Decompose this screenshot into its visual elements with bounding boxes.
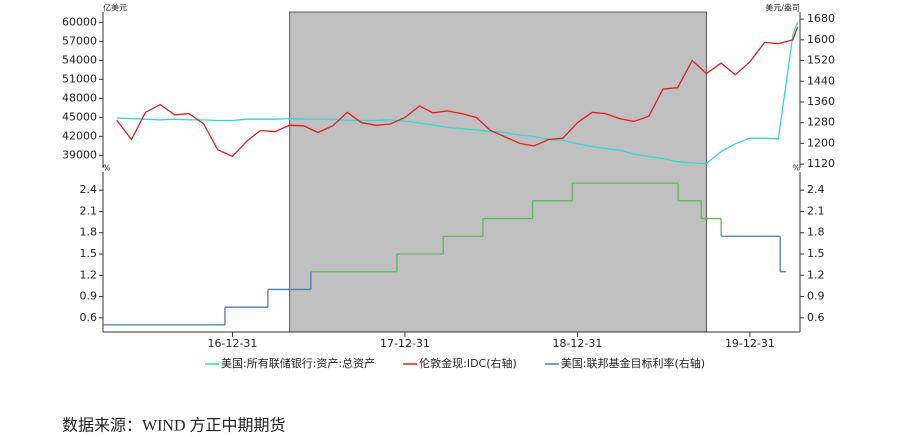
y2-tick-label: 1520 xyxy=(807,54,835,67)
plot-area xyxy=(116,22,799,165)
legend-label: 美国:联邦基金目标利率(右轴) xyxy=(561,356,705,370)
y-tick-label: 42000 xyxy=(62,129,97,142)
y-tick-label: 1.2 xyxy=(80,268,98,281)
y-axis-unit: % xyxy=(103,164,111,173)
y2-tick-label: 1120 xyxy=(807,157,835,170)
y-tick-label: 60000 xyxy=(62,15,97,28)
x-tick-label: 18-12-31 xyxy=(552,337,602,350)
series-line xyxy=(116,26,799,158)
y2-tick-label: 1600 xyxy=(807,33,835,46)
x-tick-label: 17-12-31 xyxy=(380,337,430,350)
shade-region xyxy=(289,11,707,333)
series-line xyxy=(116,22,799,165)
y-tick-label: 54000 xyxy=(62,53,97,66)
y2-tick-label: 2.4 xyxy=(807,183,825,196)
y2-tick-label: 0.9 xyxy=(807,290,825,303)
legend-label: 美国:所有联储银行:资产:总资产 xyxy=(221,356,375,370)
y2-tick-label: 1.8 xyxy=(807,226,825,239)
y2-tick-label: 1680 xyxy=(807,12,835,25)
y-tick-label: 48000 xyxy=(62,91,97,104)
y-tick-label: 1.5 xyxy=(80,247,98,260)
y2-tick-label: 1.5 xyxy=(807,247,825,260)
y-tick-label: 0.6 xyxy=(80,311,98,324)
y2-tick-label: 1440 xyxy=(807,74,835,87)
y2-axis-unit: % xyxy=(792,164,800,173)
y-tick-label: 39000 xyxy=(62,148,97,161)
y2-tick-label: 0.6 xyxy=(807,311,825,324)
y2-tick-label: 1280 xyxy=(807,116,835,129)
y2-tick-label: 1200 xyxy=(807,136,835,149)
x-tick-label: 19-12-31 xyxy=(725,337,775,350)
legend-label: 伦敦金现:IDC(右轴) xyxy=(419,356,517,370)
y2-tick-label: 2.1 xyxy=(807,204,825,217)
y-tick-label: 2.4 xyxy=(80,183,98,196)
y-tick-label: 1.8 xyxy=(80,226,98,239)
y-tick-label: 57000 xyxy=(62,34,97,47)
y2-axis-unit: 美元/盎司 xyxy=(765,3,800,13)
y2-tick-label: 1360 xyxy=(807,95,835,108)
y-tick-label: 0.9 xyxy=(80,290,98,303)
y-tick-label: 51000 xyxy=(62,72,97,85)
y-tick-label: 45000 xyxy=(62,110,97,123)
y-axis-unit: 亿美元 xyxy=(103,3,127,13)
source: 数据来源：WIND 方正中期期货 xyxy=(62,417,286,435)
x-tick-label: 16-12-31 xyxy=(208,337,258,350)
y2-tick-label: 1.2 xyxy=(807,268,825,281)
y-tick-label: 2.1 xyxy=(80,204,98,217)
